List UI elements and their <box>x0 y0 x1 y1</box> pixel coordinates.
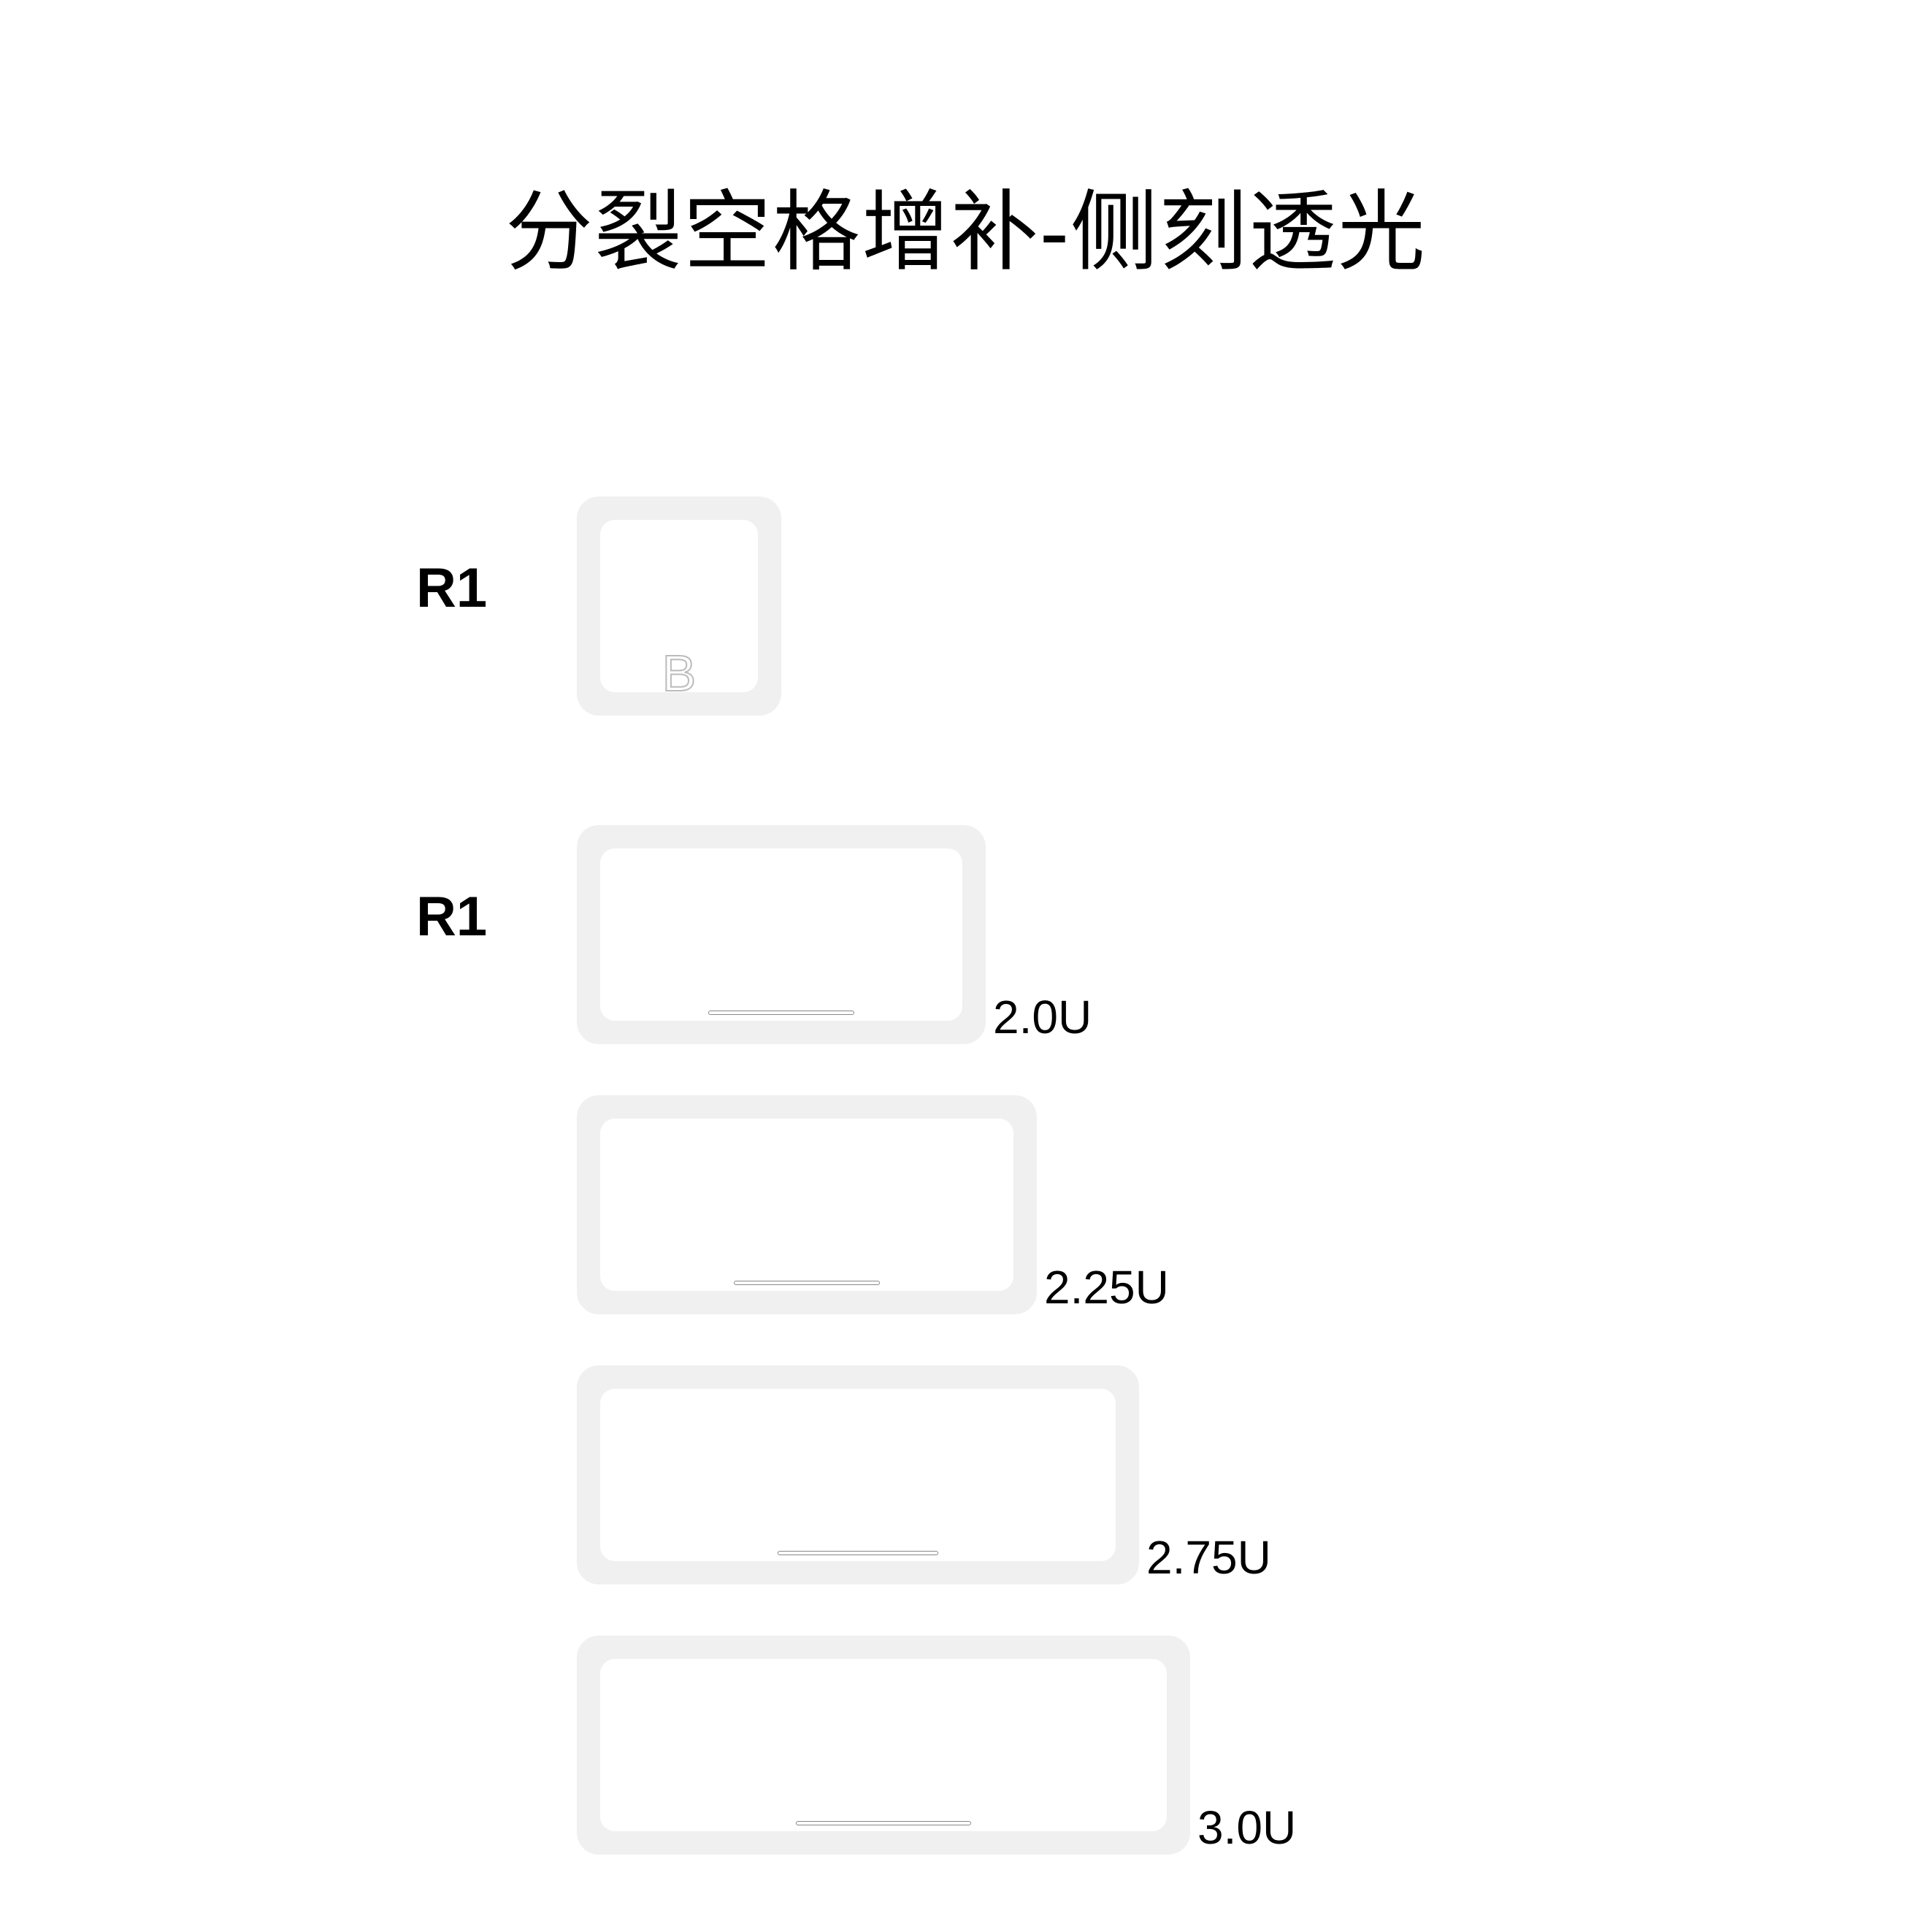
keycap-row: 2.25U <box>0 1095 1932 1314</box>
keycap <box>577 825 986 1044</box>
row-profile-label: R1 <box>416 885 548 948</box>
keycap: B <box>577 497 781 716</box>
diagram-title: 分裂空格增补-侧刻透光 <box>0 161 1932 288</box>
keycap-homing-bar <box>708 1011 854 1015</box>
keycap <box>577 1365 1139 1584</box>
keycap-inner <box>600 1659 1167 1831</box>
keycap-inner <box>600 1119 1013 1291</box>
keycap-legend: B <box>662 644 697 702</box>
keycap-homing-bar <box>796 1821 971 1825</box>
keycap-homing-bar <box>778 1551 938 1555</box>
keycap-inner <box>600 1389 1116 1561</box>
keycap-size-label: 2.75U <box>1146 1530 1271 1584</box>
keycap-row: R1 2.0U <box>0 825 1932 1044</box>
keycap-size-label: 2.0U <box>993 990 1092 1044</box>
keycap-inner <box>600 848 962 1021</box>
keycap-size-label: 3.0U <box>1197 1801 1296 1855</box>
keycap-homing-bar <box>734 1281 880 1285</box>
keycap-row: 3.0U <box>0 1636 1932 1855</box>
keycap-row: 2.75U <box>0 1365 1932 1584</box>
row-profile-label: R1 <box>416 556 548 620</box>
keycap <box>577 1095 1037 1314</box>
keycap <box>577 1636 1190 1855</box>
keycap-size-label: 2.25U <box>1044 1260 1169 1314</box>
keycap-row: R1 B <box>0 497 1932 716</box>
